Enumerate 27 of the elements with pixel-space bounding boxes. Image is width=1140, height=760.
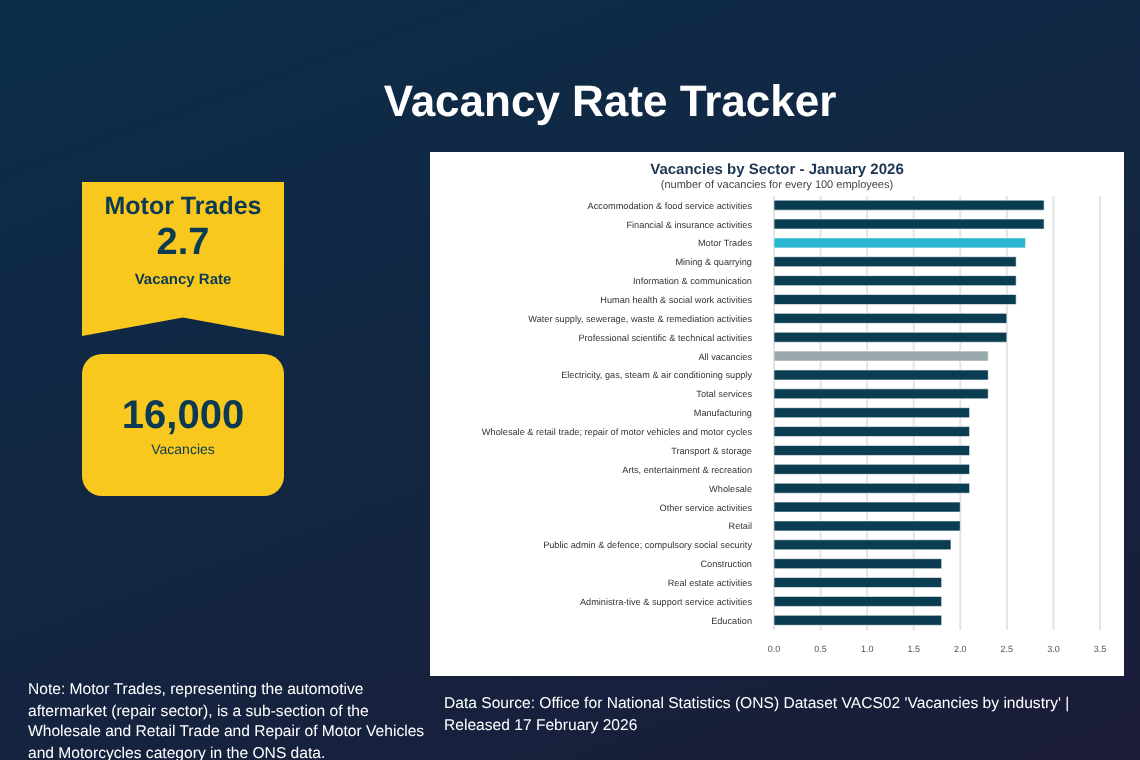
bar <box>774 275 1017 286</box>
bar <box>774 256 1017 268</box>
bar <box>774 539 952 551</box>
text: Vacancy Rate Tracker <box>381 76 839 128</box>
bar <box>774 388 989 400</box>
bar <box>774 294 1017 305</box>
bar <box>774 445 970 456</box>
bar <box>774 614 942 626</box>
bar <box>774 501 961 513</box>
text: 16,000 <box>119 394 247 440</box>
bar <box>774 407 970 419</box>
bar <box>774 577 942 588</box>
bar <box>774 218 1045 230</box>
bar <box>774 199 1045 211</box>
bar <box>774 520 961 532</box>
bar <box>774 426 970 437</box>
bar <box>774 464 970 475</box>
bar <box>774 313 1008 324</box>
bar <box>774 331 1008 343</box>
bar <box>774 596 942 607</box>
bar <box>774 369 989 381</box>
bar <box>774 558 942 569</box>
text: 2.7 <box>154 222 212 266</box>
bar <box>774 237 1026 249</box>
bar <box>774 350 989 362</box>
text: Motor Trades <box>102 192 264 220</box>
bar <box>774 482 970 494</box>
